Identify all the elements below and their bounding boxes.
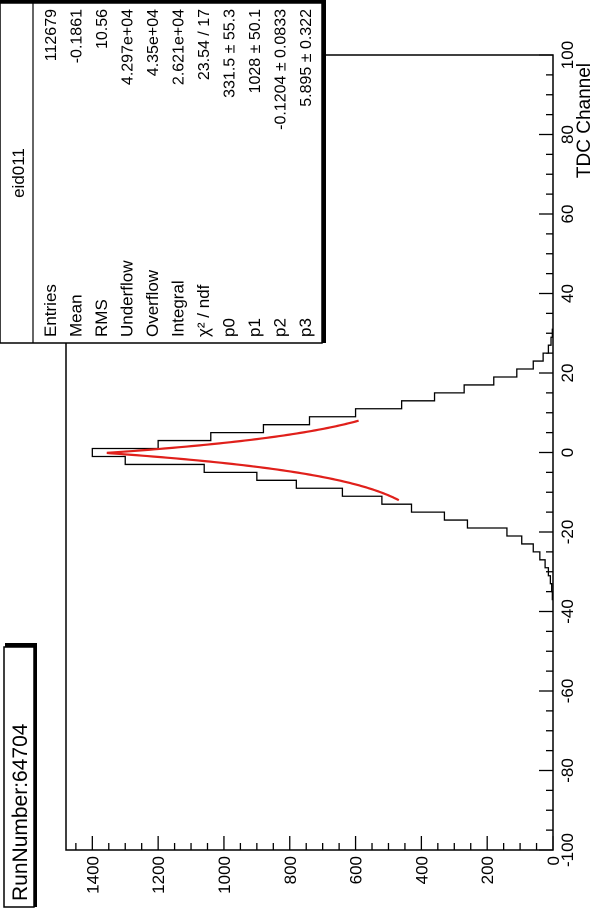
y-tick-label: 800 (281, 856, 300, 884)
run-number-box-frame (3, 646, 35, 908)
x-tick-label: 80 (558, 125, 577, 144)
stat-name: Overflow (143, 269, 162, 337)
x-tick-label: 40 (558, 284, 577, 303)
stat-name: Underflow (118, 260, 137, 337)
stat-name: p2 (271, 318, 290, 337)
stat-value: 10.56 (94, 9, 111, 49)
x-tick-label: -20 (558, 520, 577, 545)
stat-value: 2.621e+04 (171, 9, 188, 85)
stat-name: p1 (245, 318, 264, 337)
stat-name: p3 (296, 318, 315, 337)
stat-name: Integral (169, 280, 188, 337)
x-tick-label: -40 (558, 599, 577, 624)
stat-name: χ² / ndf (194, 284, 213, 337)
y-tick-label: 600 (347, 856, 366, 884)
x-tick-label: 60 (558, 205, 577, 224)
stat-value: -0.1861 (69, 9, 86, 63)
stat-value: 4.35e+04 (145, 9, 162, 76)
y-tick-label: 0 (544, 856, 563, 865)
histogram-series (91, 328, 553, 601)
y-tick-label: 400 (412, 856, 431, 884)
y-tick-label: 1000 (215, 856, 234, 894)
stat-value: 23.54 / 17 (196, 9, 213, 80)
x-tick-label: -100 (558, 833, 577, 867)
y-tick-label: 200 (478, 856, 497, 884)
x-tick-label: -60 (558, 679, 577, 704)
x-tick-label: 100 (558, 41, 577, 69)
stat-name: Entries (41, 284, 60, 337)
stat-name: RMS (92, 299, 111, 337)
stat-name: Mean (67, 294, 86, 337)
x-tick-label: 0 (558, 448, 577, 457)
stat-value: 1028 ± 50.1 (247, 9, 264, 94)
stat-name: p0 (220, 318, 239, 337)
x-tick-label: -80 (558, 758, 577, 783)
y-tick-label: 1200 (149, 856, 168, 894)
histogram-outline (91, 328, 553, 601)
run-number-box: RunNumber:64704 (3, 643, 37, 908)
stat-value: -0.1204 ± 0.0833 (273, 9, 290, 130)
stat-value: 112679 (43, 9, 60, 61)
stat-value: 5.895 ± 0.322 (298, 9, 315, 107)
y-tick-label: 1400 (83, 856, 102, 894)
axes: -100-80-60-40-20020406080100020040060080… (75, 41, 577, 894)
stats-box: eid011 Entries 112679 Mean -0.1861 RMS 10.56 U… (0, 0, 326, 344)
fit-line (106, 419, 400, 502)
stats-rows: Entries 112679 Mean -0.1861 RMS 10.56 Underflo… (41, 9, 315, 337)
stat-value: 4.297e+04 (120, 9, 137, 85)
x-tick-label: 20 (558, 364, 577, 383)
run-number-label: RunNumber:64704 (9, 723, 32, 901)
fit-curve (106, 419, 400, 502)
stats-box-frame (0, 2, 323, 344)
stat-value: 331.5 ± 55.3 (222, 9, 239, 98)
stats-title: eid011 (9, 148, 28, 198)
x-axis-title: TDC Channel (574, 63, 594, 178)
